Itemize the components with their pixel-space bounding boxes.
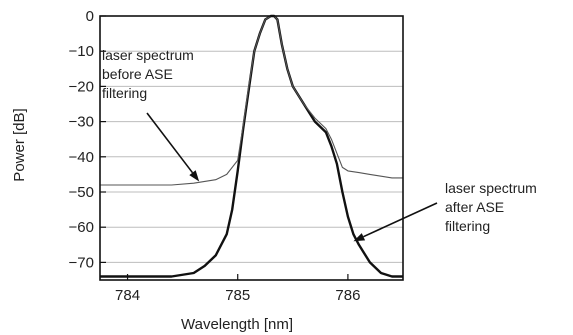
annotation-line: before ASE xyxy=(102,66,173,82)
annotation-line: laser spectrum xyxy=(445,180,537,196)
arrow-head-after xyxy=(353,233,366,242)
x-axis-title: Wavelength [nm] xyxy=(181,316,293,333)
annotation-before: laser spectrum before ASE filtering xyxy=(102,47,194,101)
annotation-arrow-before xyxy=(146,112,194,174)
y-tick-label: −30 xyxy=(69,114,94,131)
y-tick-label: −70 xyxy=(69,254,94,271)
x-tick-label: 784 xyxy=(115,287,140,304)
series-line-before xyxy=(100,15,403,186)
tick-layer: 0 −10 −20 −30 −40 −50 −60 −70 784 785 786 xyxy=(69,8,361,304)
annotation-after: laser spectrum after ASE filtering xyxy=(445,180,537,234)
annotation-line: filtering xyxy=(102,85,147,101)
y-tick-label: −60 xyxy=(69,219,94,236)
y-tick-label: −40 xyxy=(69,149,94,166)
y-axis-title: Power [dB] xyxy=(11,108,28,181)
y-tick-label: −20 xyxy=(69,78,94,95)
series-layer xyxy=(100,14,403,278)
annotation-line: after ASE xyxy=(445,199,504,215)
annotation-line: laser spectrum xyxy=(102,47,194,63)
arrow-head-before xyxy=(189,170,200,182)
y-tick-label: 0 xyxy=(86,8,94,25)
x-tick-label: 785 xyxy=(225,287,250,304)
gridlines xyxy=(100,50,403,263)
plot-frame xyxy=(99,15,404,281)
y-tick-label: −10 xyxy=(69,43,94,60)
x-tick-label: 786 xyxy=(335,287,360,304)
annotation-line: filtering xyxy=(445,218,490,234)
annotation-arrow-after xyxy=(363,202,438,238)
y-tick-label: −50 xyxy=(69,184,94,201)
